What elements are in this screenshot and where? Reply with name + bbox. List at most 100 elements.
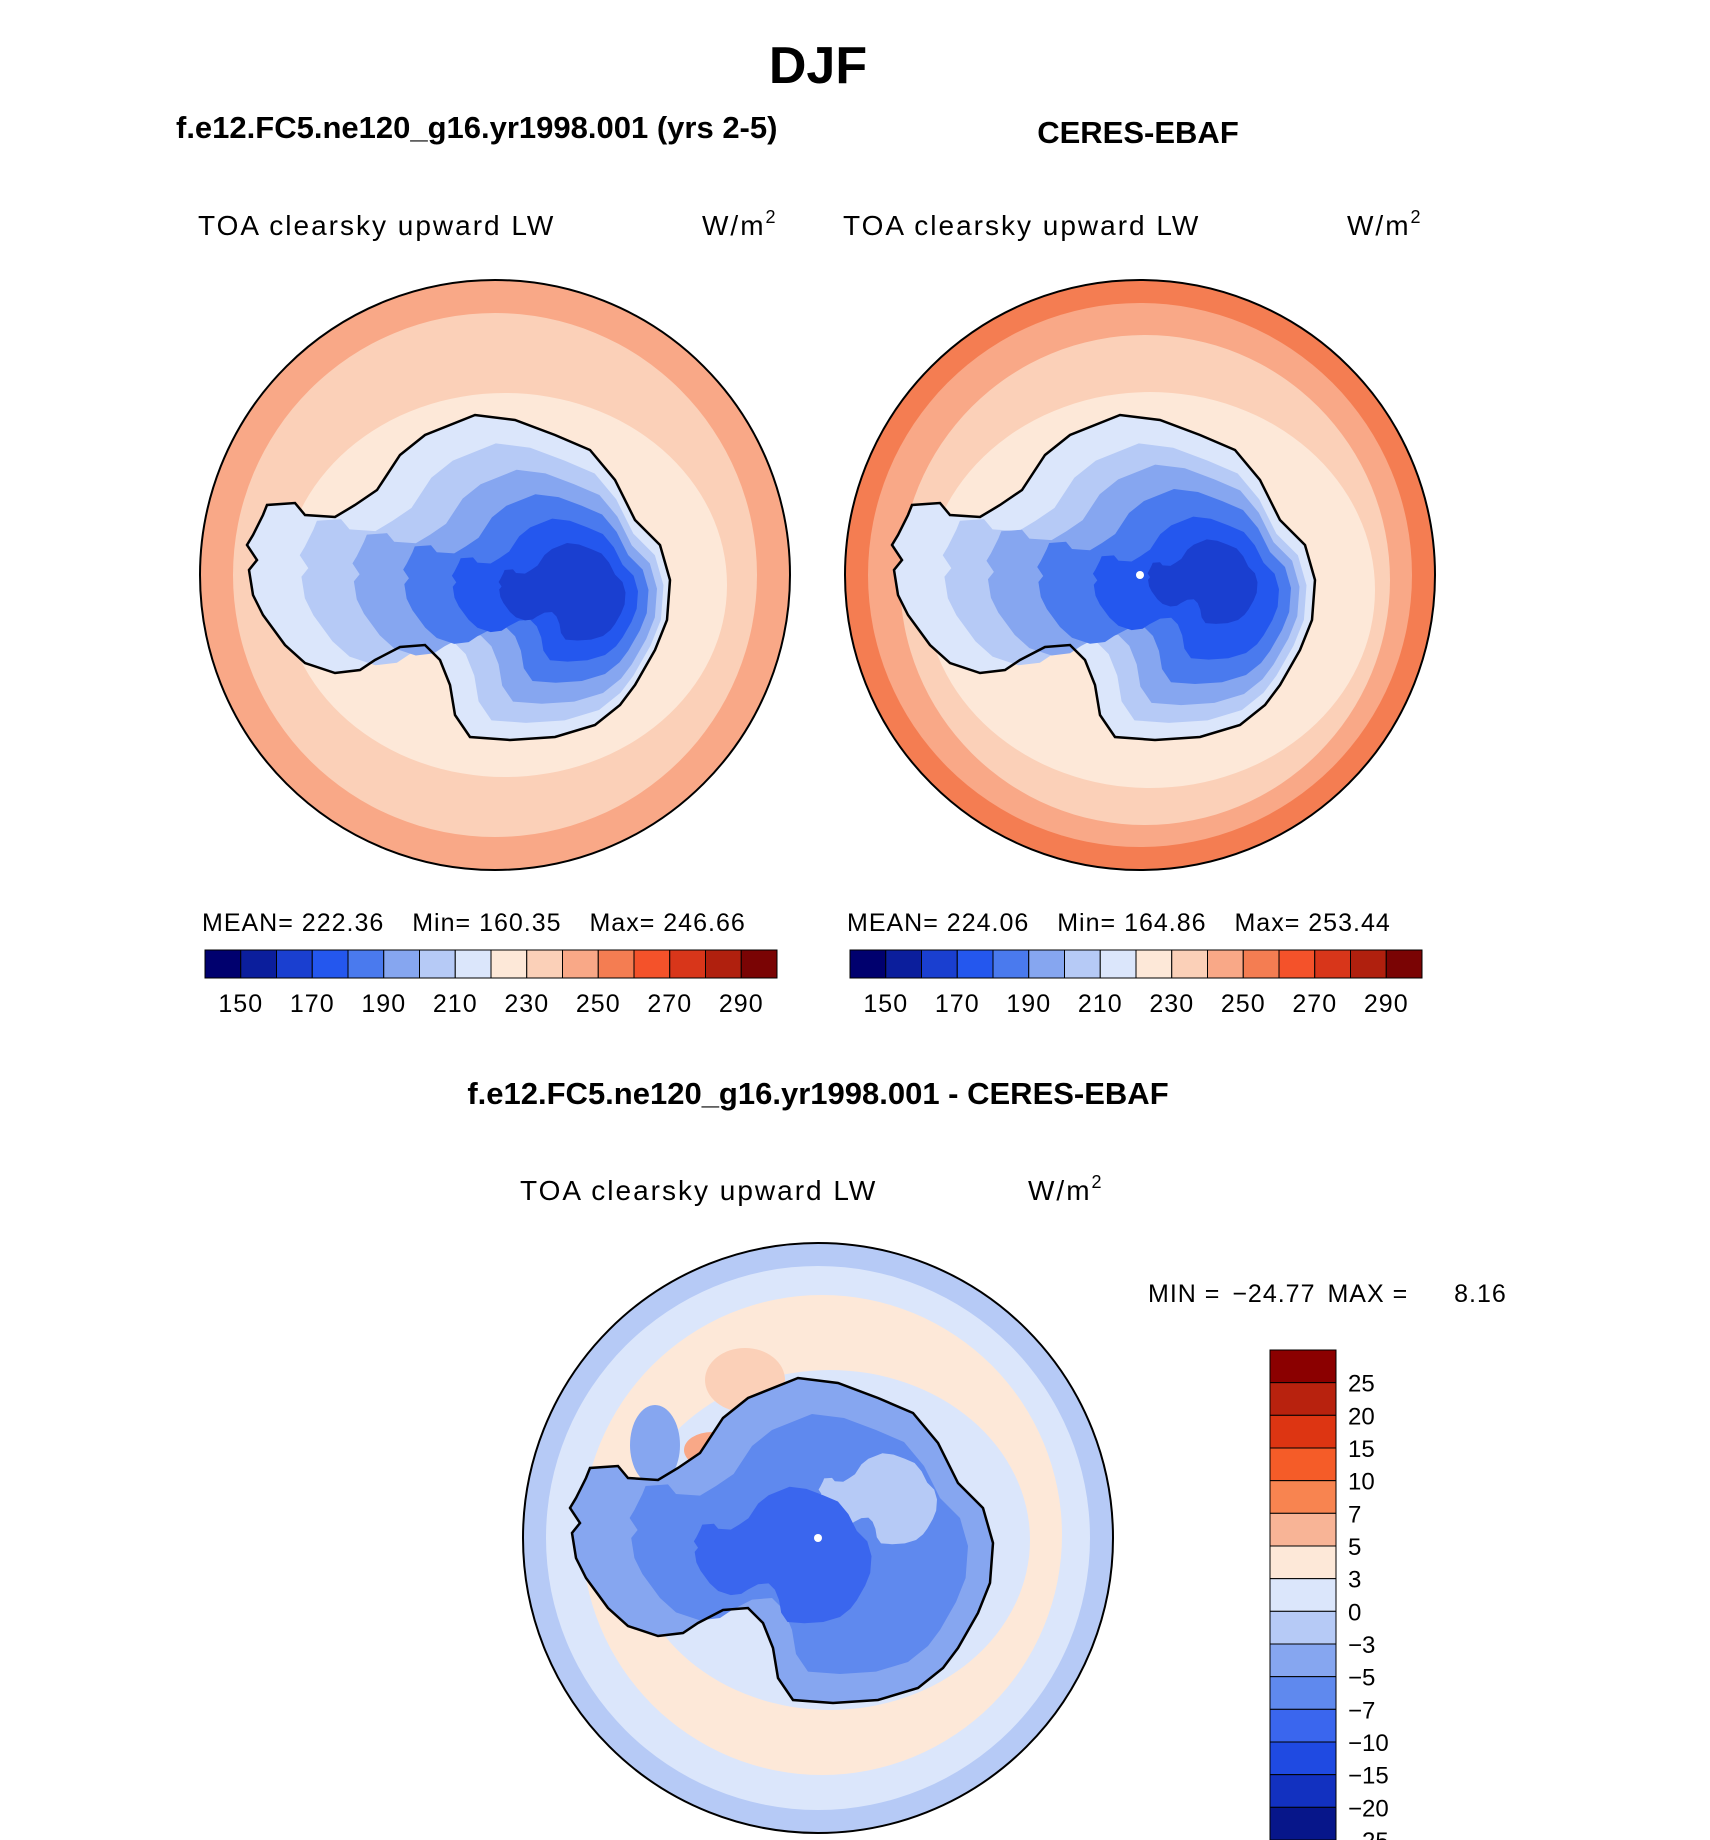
- model-colorbar-swatch: [526, 949, 563, 979]
- obs-colorbar-swatch: [1314, 949, 1351, 979]
- diff-colorbar-label: 25: [1348, 1371, 1375, 1398]
- obs-colorbar-label: 210: [1078, 990, 1123, 1018]
- diff-colorbar-label: 20: [1348, 1403, 1375, 1430]
- diff-colorbar-label: −25: [1348, 1828, 1389, 1840]
- diff-colorbar-swatch: [1269, 1545, 1337, 1580]
- diff-colorbar-swatch: [1269, 1512, 1337, 1547]
- diff-colorbar-swatch: [1269, 1447, 1337, 1482]
- obs-units-label: W/m2: [1347, 207, 1423, 241]
- diff-colorbar-swatch: [1269, 1610, 1337, 1645]
- diff-colorbar-swatch: [1269, 1349, 1337, 1384]
- obs-colorbar-swatch: [1207, 949, 1244, 979]
- model-colorbar-label: 170: [290, 990, 335, 1018]
- obs-colorbar-label: 170: [935, 990, 980, 1018]
- model-units-label: W/m2: [702, 207, 778, 241]
- obs-colorbar-label: 190: [1006, 990, 1051, 1018]
- model-title: f.e12.FC5.ne120_g16.yr1998.001 (yrs 2-5): [176, 110, 777, 145]
- model-colorbar-swatch: [490, 949, 528, 979]
- diff-colorbar-label: 3: [1348, 1567, 1361, 1594]
- model-colorbar-label: 210: [433, 990, 478, 1018]
- model-colorbar-swatch: [311, 949, 349, 979]
- diff-panel: TOA clearsky upward LW W/m2 MIN = −24.77…: [520, 1172, 1507, 1840]
- diff-colorbar-swatch: [1269, 1806, 1337, 1840]
- diff-colorbar-label: 10: [1348, 1469, 1375, 1496]
- model-panel: TOA clearsky upward LW W/m2 MEAN= 222.36…: [198, 207, 791, 1018]
- obs-colorbar-swatch: [849, 949, 887, 979]
- model-colorbar-label: 270: [647, 990, 692, 1018]
- obs-colorbar-swatch: [956, 949, 994, 979]
- model-colorbar-swatch: [454, 949, 492, 979]
- season-title: DJF: [769, 37, 867, 95]
- model-colorbar-swatch: [240, 949, 277, 979]
- model-colorbar-swatch: [276, 949, 313, 979]
- diff-colorbar-swatch: [1269, 1480, 1337, 1514]
- obs-colorbar-swatch: [921, 949, 958, 979]
- diff-colorbar-label: −20: [1348, 1795, 1389, 1822]
- diff-colorbar-swatch: [1269, 1578, 1337, 1612]
- diff-colorbar-swatch: [1269, 1708, 1337, 1743]
- obs-colorbar-label: 250: [1221, 990, 1266, 1018]
- model-colorbar-label: 230: [504, 990, 549, 1018]
- diff-colorbar-label: 5: [1348, 1534, 1361, 1561]
- model-map-border: [199, 279, 791, 871]
- obs-colorbar: 150 170 190 210 230 250 270 290: [849, 949, 1423, 1018]
- obs-title: CERES-EBAF: [1037, 115, 1239, 150]
- obs-colorbar-swatch: [885, 949, 922, 979]
- diff-colorbar-swatch: [1269, 1643, 1337, 1678]
- diff-colorbar-label: −10: [1348, 1730, 1389, 1757]
- model-colorbar-swatch: [597, 949, 635, 979]
- model-colorbar-swatch: [740, 949, 778, 979]
- obs-colorbar-swatch: [1064, 949, 1101, 979]
- model-colorbar-swatch: [347, 949, 385, 979]
- obs-colorbar-swatch: [992, 949, 1030, 979]
- model-colorbar-label: 190: [361, 990, 406, 1018]
- obs-colorbar-label: 150: [863, 990, 908, 1018]
- diff-colorbar: 25 20 15 10 7 5 3 0 −3 −5 −7 −10 −15 −20 −25: [1269, 1349, 1389, 1840]
- diff-variable-label: TOA clearsky upward LW: [520, 1175, 877, 1206]
- diff-minmax: MIN = −24.77 MAX = 8.16: [1148, 1280, 1507, 1308]
- model-variable-label: TOA clearsky upward LW: [198, 210, 555, 241]
- model-colorbar-swatch: [204, 949, 242, 979]
- model-colorbar-label: 290: [719, 990, 764, 1018]
- obs-colorbar-swatch: [1350, 949, 1387, 979]
- model-colorbar-swatch: [562, 949, 599, 979]
- diff-colorbar-label: −5: [1348, 1665, 1375, 1692]
- diff-colorbar-label: 15: [1348, 1436, 1375, 1463]
- model-colorbar-label: 250: [576, 990, 621, 1018]
- obs-colorbar-label: 270: [1292, 990, 1337, 1018]
- diff-colorbar-swatch: [1269, 1382, 1337, 1416]
- model-colorbar: 150 170 190 210 230 250 270 290: [204, 949, 778, 1018]
- diff-pole-marker: [814, 1534, 822, 1542]
- diff-colorbar-swatch: [1269, 1676, 1337, 1710]
- model-polar-map: [200, 280, 790, 870]
- diff-polar-map: [523, 1243, 1113, 1833]
- diff-units-label: W/m2: [1028, 1172, 1104, 1206]
- diff-colorbar-label: −7: [1348, 1697, 1375, 1724]
- obs-pole-marker: [1136, 571, 1144, 579]
- obs-variable-label: TOA clearsky upward LW: [843, 210, 1200, 241]
- obs-colorbar-swatch: [1028, 949, 1065, 979]
- diff-title: f.e12.FC5.ne120_g16.yr1998.001 - CERES-E…: [467, 1076, 1168, 1111]
- obs-map-border: [844, 279, 1436, 871]
- diff-colorbar-label: 0: [1348, 1599, 1361, 1626]
- diff-colorbar-label: 7: [1348, 1501, 1361, 1528]
- obs-colorbar-swatch: [1135, 949, 1173, 979]
- obs-colorbar-swatch: [1385, 949, 1423, 979]
- diff-colorbar-swatch: [1269, 1741, 1337, 1776]
- obs-colorbar-swatch: [1278, 949, 1316, 979]
- diff-colorbar-label: −3: [1348, 1632, 1375, 1659]
- model-colorbar-swatch: [419, 949, 456, 979]
- obs-colorbar-label: 230: [1149, 990, 1194, 1018]
- obs-panel: TOA clearsky upward LW W/m2 MEAN= 224.06…: [843, 207, 1436, 1018]
- diff-map-border: [522, 1242, 1114, 1834]
- model-colorbar-swatch: [633, 949, 671, 979]
- model-colorbar-label: 150: [218, 990, 263, 1018]
- model-colorbar-swatch: [705, 949, 742, 979]
- diff-colorbar-swatch: [1269, 1774, 1337, 1808]
- diff-colorbar-swatch: [1269, 1414, 1337, 1449]
- diff-colorbar-label: −15: [1348, 1763, 1389, 1790]
- model-colorbar-swatch: [669, 949, 706, 979]
- obs-colorbar-label: 290: [1364, 990, 1409, 1018]
- obs-colorbar-swatch: [1242, 949, 1280, 979]
